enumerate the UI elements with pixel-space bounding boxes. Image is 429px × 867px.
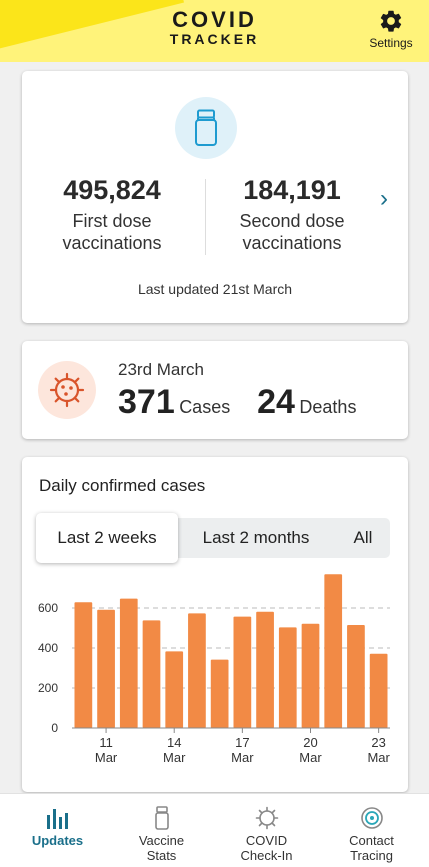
chart-bar	[97, 609, 115, 728]
nav-checkin-label-2: Check-In	[240, 848, 293, 863]
x-tick-label: Mar	[367, 750, 390, 765]
chart-bar	[278, 627, 297, 728]
logo-line-2: TRACKER	[169, 31, 260, 47]
chart-bar	[256, 611, 274, 728]
x-tick-label: 20	[303, 735, 317, 750]
second-dose-value: 184,191	[243, 175, 341, 205]
deaths-value: 24	[257, 383, 295, 421]
tab-all[interactable]: All	[353, 528, 373, 547]
nav-vaccine-label-2: Stats	[146, 848, 177, 863]
app-logo: COVID TRACKER	[0, 7, 429, 48]
bar-chart-icon	[46, 809, 68, 829]
chart-bar	[210, 659, 229, 728]
chart-bar	[142, 620, 161, 728]
nav-checkin-label-1: COVID	[245, 833, 288, 848]
chart-bar	[233, 616, 252, 728]
second-dose-label-2: vaccinations	[242, 233, 342, 253]
cases-value: 371	[118, 383, 175, 421]
vaccine-card[interactable]: 495,824 First dose vaccinations 184,191 …	[22, 71, 408, 323]
chart-bar	[347, 625, 365, 728]
x-tick-label: 14	[167, 735, 181, 750]
logo-line-1: COVID	[172, 7, 257, 32]
chart-bar	[74, 602, 93, 728]
nav-vaccine-label-1: Vaccine	[138, 833, 185, 848]
dose-divider	[205, 179, 206, 255]
tab-last-2-months[interactable]: Last 2 months	[202, 528, 310, 547]
x-tick-label: 11	[99, 735, 113, 750]
nav-covid-check-in[interactable]: COVID Check-In	[213, 794, 320, 867]
vaccine-updated-text: Last updated 21st March	[137, 281, 293, 297]
first-dose-label-1: First dose	[72, 211, 152, 231]
tab-last-2-weeks[interactable]: Last 2 weeks	[36, 513, 178, 563]
virus-icon	[255, 806, 278, 830]
first-dose-value: 495,824	[63, 175, 161, 205]
virus-icon	[49, 372, 85, 408]
settings-button[interactable]: Settings	[365, 8, 417, 50]
chart-bar	[188, 613, 206, 728]
gear-icon	[380, 10, 402, 32]
cases-card: 23rd March 371 Cases 24 Deaths	[22, 341, 408, 439]
chart-bar	[369, 653, 388, 728]
x-tick-label: Mar	[299, 750, 322, 765]
nav-tracing-label-2: Tracing	[350, 848, 393, 863]
second-dose-label-1: Second dose	[239, 211, 345, 231]
x-tick-label: 23	[371, 735, 385, 750]
nav-tracing-label-1: Contact	[349, 833, 394, 848]
y-tick-label: 0	[51, 721, 58, 735]
second-dose-stat: 184,191 Second dose vaccinations	[202, 175, 382, 254]
cases-summary: 371 Cases 24 Deaths	[118, 383, 356, 422]
y-tick-label: 600	[38, 601, 58, 615]
first-dose-label-2: vaccinations	[62, 233, 162, 253]
nav-updates-label: Updates	[31, 833, 84, 848]
chart-card: Daily confirmed cases Last 2 weeks Last …	[22, 457, 408, 792]
app-header: COVID TRACKER Settings	[0, 0, 429, 62]
x-tick-label: Mar	[163, 750, 186, 765]
y-tick-label: 200	[38, 681, 58, 695]
virus-badge	[38, 361, 96, 419]
nav-contact-tracing[interactable]: Contact Tracing	[318, 794, 425, 867]
vial-icon	[154, 806, 169, 830]
vial-icon	[195, 109, 217, 146]
settings-label: Settings	[369, 36, 413, 50]
x-tick-label: Mar	[95, 750, 118, 765]
contact-tracing-icon	[360, 807, 383, 829]
chart-title: Daily confirmed cases	[39, 476, 206, 495]
range-tabs: Last 2 weeks Last 2 months All	[36, 513, 390, 563]
chart-bar	[119, 598, 138, 728]
chart-bar	[324, 574, 343, 728]
chart-bar	[301, 623, 320, 728]
deaths-label: Deaths	[299, 397, 357, 417]
chart-bar	[165, 651, 184, 728]
first-dose-stat: 495,824 First dose vaccinations	[22, 175, 202, 254]
cases-label: Cases	[179, 397, 231, 417]
x-tick-label: 17	[235, 735, 249, 750]
vial-badge	[175, 97, 237, 159]
nav-vaccine-stats[interactable]: Vaccine Stats	[108, 794, 215, 867]
chevron-right-icon[interactable]: ›	[380, 185, 388, 212]
bottom-nav: Updates Vaccine Stats COVID Check-In Con	[0, 793, 429, 867]
x-tick-label: Mar	[231, 750, 254, 765]
cases-date: 23rd March	[118, 360, 204, 379]
nav-updates[interactable]: Updates	[4, 794, 111, 867]
y-tick-label: 400	[38, 641, 58, 655]
